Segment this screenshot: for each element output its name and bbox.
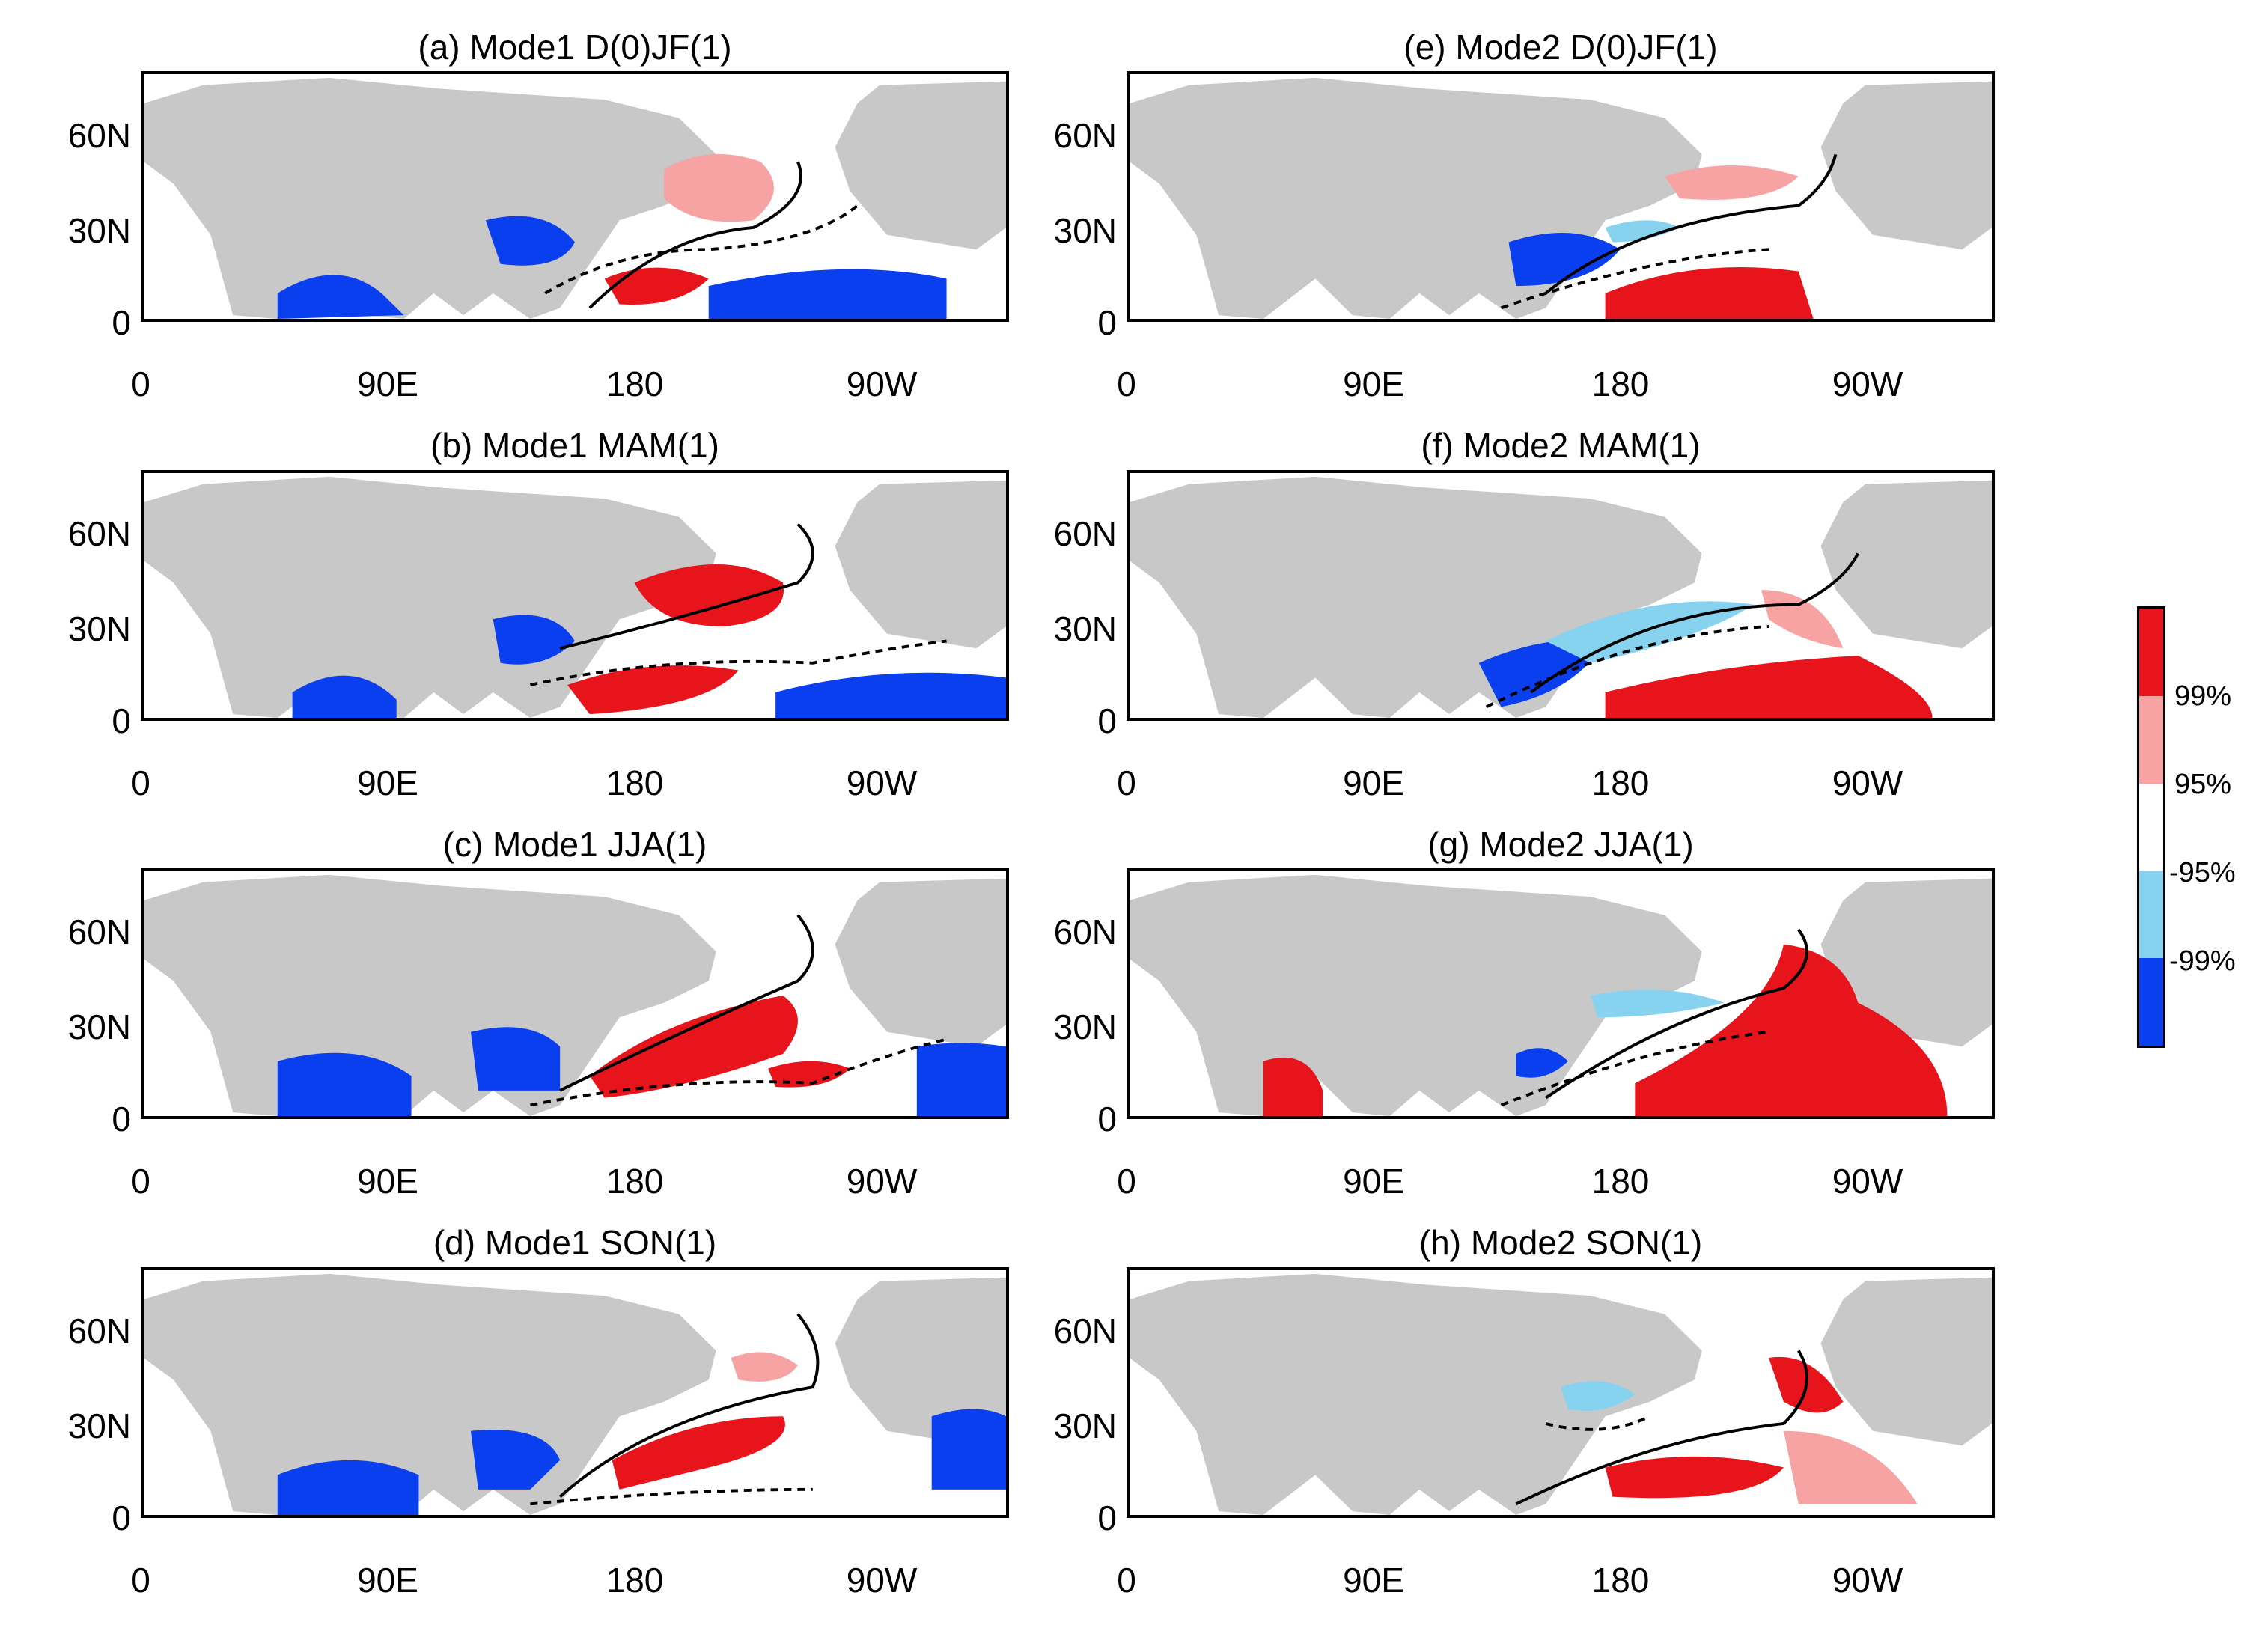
xlab-h-90e: 90E bbox=[1343, 1561, 1404, 1600]
ylab-d-30n: 30N bbox=[67, 1406, 131, 1445]
xlab-e-0: 0 bbox=[1117, 365, 1136, 403]
ylab-c-0: 0 bbox=[112, 1100, 131, 1138]
map-panel-d bbox=[141, 1267, 1009, 1518]
xlab-g-90w: 90W bbox=[1832, 1162, 1903, 1201]
xlab-a-180: 180 bbox=[606, 365, 664, 403]
panel-d-title: (d) Mode1 SON(1) bbox=[433, 1223, 717, 1262]
xlab-b-90e: 90E bbox=[357, 763, 418, 802]
map-panel-h bbox=[1127, 1267, 1995, 1518]
xlab-h-90w: 90W bbox=[1832, 1561, 1903, 1600]
xlab-g-0: 0 bbox=[1117, 1162, 1136, 1201]
xlab-e-90w: 90W bbox=[1832, 365, 1903, 403]
xlab-c-90w: 90W bbox=[846, 1162, 918, 1201]
ylab-d-60n: 60N bbox=[67, 1311, 131, 1350]
xlab-a-0: 0 bbox=[131, 365, 150, 403]
xlab-f-90e: 90E bbox=[1343, 763, 1404, 802]
xlab-e-180: 180 bbox=[1591, 365, 1650, 403]
xlab-f-90w: 90W bbox=[1832, 763, 1903, 802]
panel-c-title: (c) Mode1 JJA(1) bbox=[442, 825, 707, 864]
xlab-c-90e: 90E bbox=[357, 1162, 418, 1201]
ylab-e-0: 0 bbox=[1097, 303, 1117, 342]
map-panel-e bbox=[1127, 71, 1995, 322]
ylab-f-60n: 60N bbox=[1053, 514, 1117, 553]
panel-b-title: (b) Mode1 MAM(1) bbox=[430, 426, 719, 465]
xlab-h-0: 0 bbox=[1117, 1561, 1136, 1600]
colorbar-seg-neutral bbox=[2139, 783, 2163, 871]
xlab-d-90e: 90E bbox=[357, 1561, 418, 1600]
map-panel-g bbox=[1127, 868, 1995, 1119]
panel-f-title: (f) Mode2 MAM(1) bbox=[1421, 426, 1701, 465]
xlab-d-90w: 90W bbox=[846, 1561, 918, 1600]
ylab-a-0: 0 bbox=[112, 303, 131, 342]
colorbar-seg-negative-95 bbox=[2139, 871, 2163, 959]
xlab-b-180: 180 bbox=[606, 763, 664, 802]
ylab-f-0: 0 bbox=[1097, 701, 1117, 740]
colorbar-seg-positive-99 bbox=[2139, 609, 2163, 696]
ylab-e-60n: 60N bbox=[1053, 116, 1117, 155]
land-eurasia bbox=[144, 77, 716, 319]
ylab-g-0: 0 bbox=[1097, 1100, 1117, 1138]
map-panel-b bbox=[141, 470, 1009, 721]
ylab-h-0: 0 bbox=[1097, 1499, 1117, 1537]
xlab-g-180: 180 bbox=[1591, 1162, 1650, 1201]
colorbar-seg-positive-95 bbox=[2139, 695, 2163, 784]
xlab-a-90w: 90W bbox=[846, 365, 918, 403]
panel-g-title: (g) Mode2 JJA(1) bbox=[1427, 825, 1694, 864]
xlab-c-0: 0 bbox=[131, 1162, 150, 1201]
xlab-c-180: 180 bbox=[606, 1162, 664, 1201]
ylab-b-0: 0 bbox=[112, 701, 131, 740]
ylab-g-30n: 30N bbox=[1053, 1007, 1117, 1046]
map-panel-a bbox=[141, 71, 1009, 322]
ylab-f-30n: 30N bbox=[1053, 609, 1117, 648]
xlab-e-90e: 90E bbox=[1343, 365, 1404, 403]
ylab-h-60n: 60N bbox=[1053, 1311, 1117, 1350]
ylab-d-0: 0 bbox=[112, 1499, 131, 1537]
map-panel-f bbox=[1127, 470, 1995, 721]
ylab-e-30n: 30N bbox=[1053, 211, 1117, 250]
panel-a-title: (a) Mode1 D(0)JF(1) bbox=[418, 28, 732, 67]
xlab-d-180: 180 bbox=[606, 1561, 664, 1600]
ylab-a-30n: 30N bbox=[67, 211, 131, 250]
ylab-c-30n: 30N bbox=[67, 1007, 131, 1046]
map-panel-c bbox=[141, 868, 1009, 1119]
colorbar-label-neg99: -99% bbox=[2169, 945, 2236, 977]
xlab-f-180: 180 bbox=[1591, 763, 1650, 802]
xlab-d-0: 0 bbox=[131, 1561, 150, 1600]
colorbar-seg-negative-99 bbox=[2139, 958, 2163, 1046]
xlab-a-90e: 90E bbox=[357, 365, 418, 403]
colorbar-label-99: 99% bbox=[2174, 680, 2232, 712]
ylab-c-60n: 60N bbox=[67, 912, 131, 951]
xlab-f-0: 0 bbox=[1117, 763, 1136, 802]
xlab-b-90w: 90W bbox=[846, 763, 918, 802]
xlab-g-90e: 90E bbox=[1343, 1162, 1404, 1201]
panel-e-title: (e) Mode2 D(0)JF(1) bbox=[1403, 28, 1718, 67]
ylab-b-60n: 60N bbox=[67, 514, 131, 553]
colorbar bbox=[2137, 606, 2165, 1048]
xlab-b-0: 0 bbox=[131, 763, 150, 802]
ylab-g-60n: 60N bbox=[1053, 912, 1117, 951]
ylab-b-30n: 30N bbox=[67, 609, 131, 648]
ylab-a-60n: 60N bbox=[67, 116, 131, 155]
xlab-h-180: 180 bbox=[1591, 1561, 1650, 1600]
panel-h-title: (h) Mode2 SON(1) bbox=[1418, 1223, 1703, 1262]
ylab-h-30n: 30N bbox=[1053, 1406, 1117, 1445]
colorbar-label-neg95: -95% bbox=[2169, 857, 2236, 888]
colorbar-label-95: 95% bbox=[2174, 769, 2232, 800]
land-americas bbox=[835, 81, 1006, 250]
